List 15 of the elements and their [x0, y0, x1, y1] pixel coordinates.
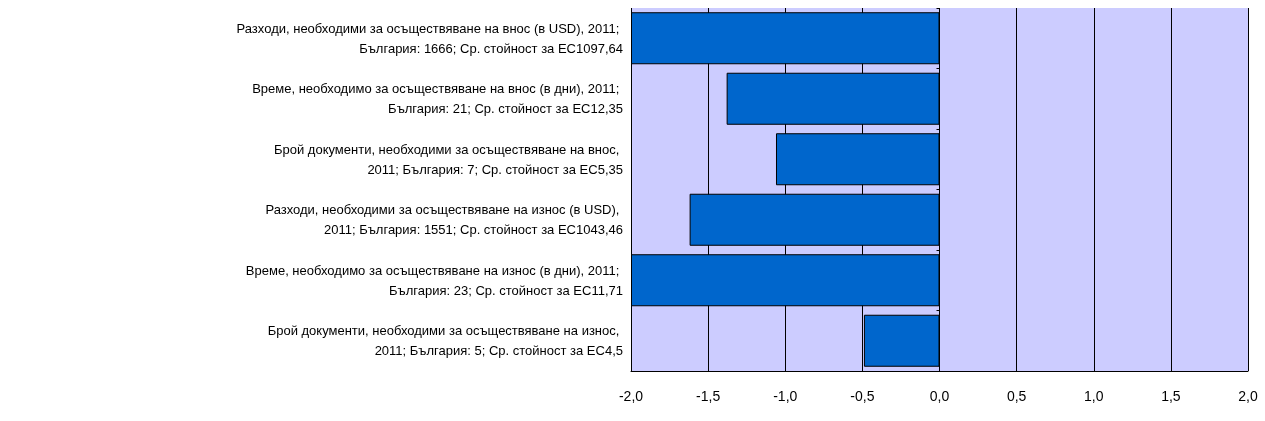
y-tick-label: Брой документи, необходими за осъществяване на износ, 2011; България: 5; Ср. стойност за ЕС4,5 — [267, 323, 623, 359]
x-tick-label: -1,5 — [696, 388, 721, 404]
x-tick-label: 1,0 — [1084, 388, 1104, 404]
x-tick-label: -0,5 — [850, 388, 875, 404]
y-tick-label: Разходи, необходими за осъществяване на износ (в USD), 2011; България: 1551; Ср. стойност за ЕС1043,46 — [265, 202, 623, 238]
y-tick-label: Брой документи, необходими за осъществяване на внос, 2011; България: 7; Ср. стойност за ЕС5,35 — [273, 141, 623, 177]
y-tick-label: Време, необходимо за осъществяване на внос (в дни), 2011; България: 21; Ср. стойност за ЕС12,35 — [252, 81, 623, 117]
y-tick-label: Разходи, необходими за осъществяване на внос (в USD), 2011; България: 1666; Ср. стойност за ЕС1097,64 — [236, 20, 623, 56]
x-tick-label: 0,0 — [929, 388, 950, 404]
x-tick-label: 0,5 — [1006, 388, 1027, 404]
x-tick-label: -2,0 — [618, 388, 644, 404]
x-tick-label: -1,0 — [773, 388, 798, 404]
x-tick-label: 1,5 — [1161, 388, 1181, 404]
y-tick-label: Време, необходимо за осъществяване на износ (в дни), 2011; България: 23; Ср. стойност за ЕС11,71 — [245, 262, 623, 298]
x-tick-label: 2,0 — [1238, 388, 1258, 404]
